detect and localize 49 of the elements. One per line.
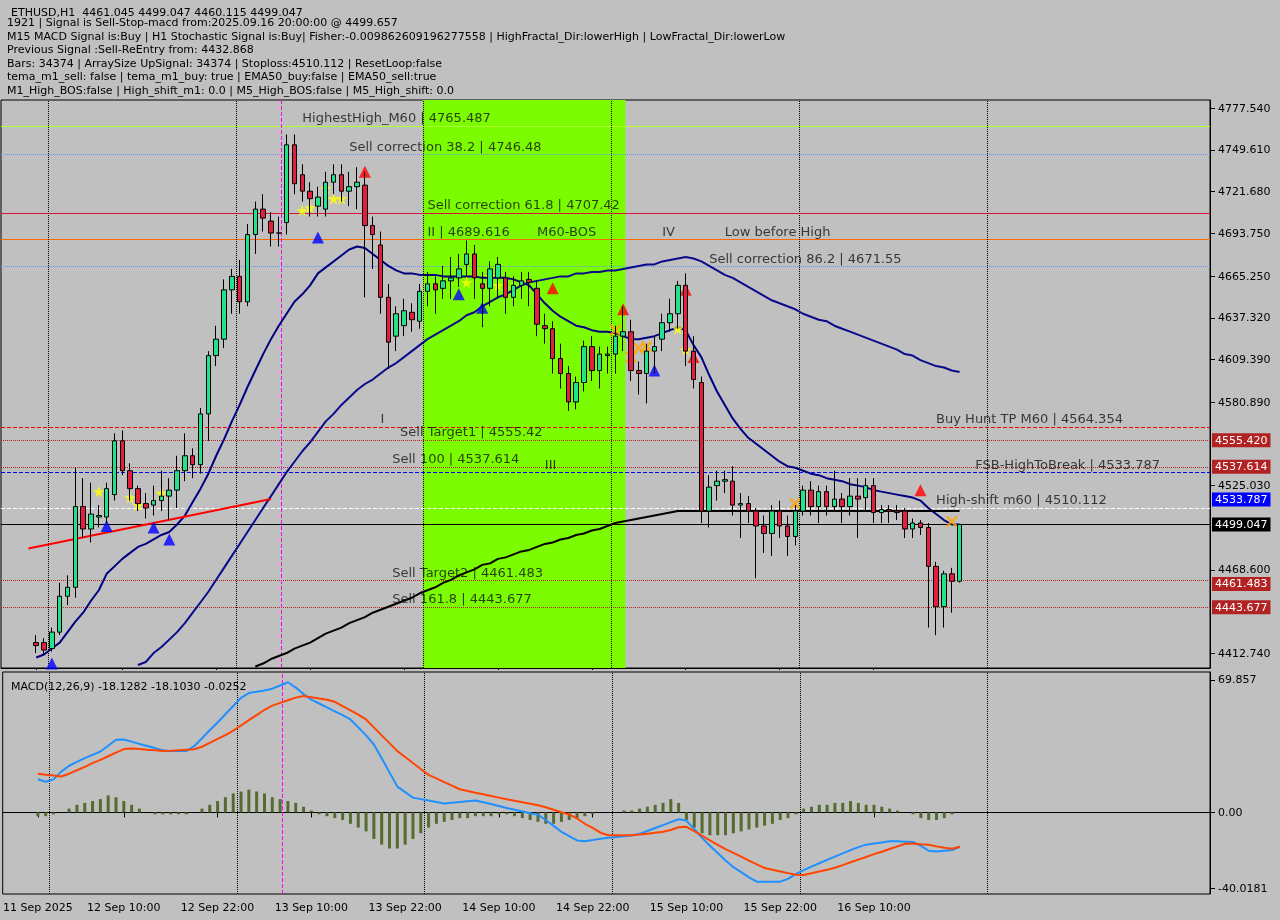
y-tick-label: 4749.610	[1218, 143, 1271, 157]
x-tick-label: 14 Sep 10:00	[462, 901, 536, 914]
x-tick-label: 12 Sep 10:00	[87, 901, 161, 914]
annotation: HighestHigh_M60 | 4765.487	[302, 110, 491, 126]
x-tick-label: 15 Sep 22:00	[743, 901, 817, 914]
y-tick-label: 0.00	[1218, 805, 1243, 819]
annotation: II | 4689.616	[427, 223, 510, 239]
annotation: Sell Target1 | 4555.42	[400, 424, 543, 440]
text: MACD(12,26,9) -18.1282 -18.1030 -0.0252	[11, 680, 247, 693]
annotation: III	[544, 456, 557, 472]
ref-line-label: 4533.787	[1215, 493, 1268, 507]
y-tick-label: -40.0181	[1218, 881, 1268, 895]
y-tick-label: 4693.750	[1218, 226, 1271, 240]
y-tick-label: 4637.320	[1218, 311, 1271, 325]
annotation: High-shift m60 | 4510.112	[936, 491, 1107, 507]
text: tema_m1_sell: false | tema_m1_buy: true | EMA50_buy:false | EMA50_sell:true	[7, 70, 437, 83]
text: Bars: 34374 | ArraySize UpSignal: 34374 | Stoploss:4510.112 | ResetLoop:false	[7, 56, 443, 70]
y-tick-label: 4721.680	[1218, 185, 1271, 199]
y-tick-label: 69.857	[1218, 673, 1257, 687]
y-tick-label: 4525.030	[1218, 479, 1271, 493]
x-tick-label: 11 Sep 2025	[3, 901, 73, 914]
annotation: Sell correction 61.8 | 4707.42	[427, 196, 620, 212]
annotation: IV	[662, 223, 676, 239]
annotation: FSB-HighToBreak | 4533.787	[975, 456, 1161, 472]
ref-line-label: 4555.420	[1215, 433, 1268, 447]
y-tick-label: 4609.390	[1218, 353, 1271, 366]
x-tick-label: 12 Sep 22:00	[180, 901, 255, 914]
text: M15 MACD Signal is:Buy | H1 Stochastic Signal is:Buy| Fisher:-0.009862609196277558 | HighFractal_Dir:lowerHigh | LowFractal_Dir:lowerLow	[7, 29, 786, 43]
text: M1_High_BOS:false | High_shift_m1: 0.0 | M5_High_BOS:false | M5_High_shift: 0.0	[7, 83, 455, 97]
x-tick-label: 15 Sep 10:00	[649, 901, 724, 914]
annotation: Low before High	[724, 223, 831, 239]
annotation: Buy Hunt TP M60 | 4564.354	[936, 410, 1123, 426]
annotation: I	[380, 410, 385, 426]
text: Previous Signal :Sell-ReEntry from: 4432.868	[7, 43, 254, 56]
y-tick-label: 4665.250	[1218, 269, 1271, 283]
annotation: Sell correction 86.2 | 4671.55	[709, 250, 902, 266]
y-tick-label: 4412.740	[1218, 646, 1271, 660]
x-tick-label: 14 Sep 22:00	[555, 901, 630, 914]
x-tick-label: 16 Sep 10:00	[837, 901, 911, 914]
x-tick-label: 13 Sep 22:00	[368, 901, 442, 914]
y-tick-label: 4777.540	[1218, 101, 1271, 115]
ref-line-label: 4537.614	[1215, 460, 1268, 474]
ref-line-label: 4461.483	[1215, 577, 1268, 591]
ref-line-label: 4443.677	[1215, 600, 1268, 614]
y-tick-label: 4580.890	[1218, 395, 1271, 409]
ref-line-label: 4499.047	[1215, 517, 1268, 531]
y-tick-label: 4468.600	[1218, 563, 1271, 577]
x-tick-label: 13 Sep 10:00	[274, 901, 349, 914]
annotation: M60-BOS	[537, 223, 597, 239]
